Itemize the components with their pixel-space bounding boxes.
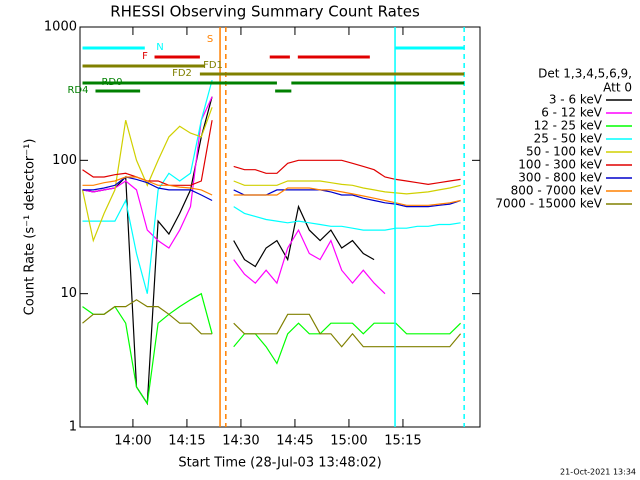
flag-label: S (207, 34, 213, 45)
legend-label: 50 - 100 keV (526, 145, 603, 159)
data-line (82, 176, 461, 206)
y-tick-label: 1 (69, 420, 77, 435)
flag-label: FD2 (172, 68, 192, 79)
footer: 21-Oct-2021 13:34 (560, 468, 636, 477)
data-line (82, 120, 461, 186)
flag-label: N (156, 42, 163, 53)
flag-label: RD4 (67, 85, 88, 96)
x-tick-label: 14:45 (276, 434, 313, 449)
data-line (82, 96, 386, 295)
flag-label: F (142, 51, 148, 62)
data-line (82, 176, 461, 208)
legend-label: 7000 - 15000 keV (495, 197, 602, 211)
data-line (82, 292, 462, 406)
flag-label: FD1 (203, 60, 223, 71)
legend-label: 300 - 800 keV (518, 171, 602, 185)
legend-label: 3 - 6 keV (549, 93, 603, 107)
x-tick-label: 15:15 (384, 434, 421, 449)
legend-label: 800 - 7000 keV (511, 184, 603, 198)
x-tick-label: 14:00 (114, 434, 151, 449)
data-line (82, 299, 462, 348)
data-line (82, 96, 375, 406)
plot-frame (79, 26, 481, 428)
y-tick-label: 10 (60, 286, 77, 301)
data-line (82, 79, 461, 294)
x-axis-label: Start Time (28-Jul-03 13:48:02) (178, 456, 381, 471)
legend-label: 12 - 25 keV (534, 119, 603, 133)
y-tick-label: 1000 (44, 20, 77, 35)
legend-label: 6 - 12 keV (541, 106, 603, 120)
legend-title: Det 1,3,4,5,6,9, (538, 67, 632, 81)
x-tick-label: 14:15 (168, 434, 205, 449)
data-line (81, 107, 461, 243)
chart-title: RHESSI Observing Summary Count Rates (110, 3, 420, 21)
y-axis-label: Count Rate (s⁻¹ detector⁻¹) (23, 139, 38, 316)
legend-title: Att 0 (603, 81, 632, 95)
legend-label: 100 - 300 keV (518, 158, 602, 172)
legend-label: 25 - 50 keV (534, 132, 603, 146)
flag-label: RD0 (101, 77, 122, 88)
y-tick-label: 100 (52, 153, 77, 168)
x-tick-label: 14:30 (222, 434, 259, 449)
x-tick-label: 15:00 (330, 434, 367, 449)
